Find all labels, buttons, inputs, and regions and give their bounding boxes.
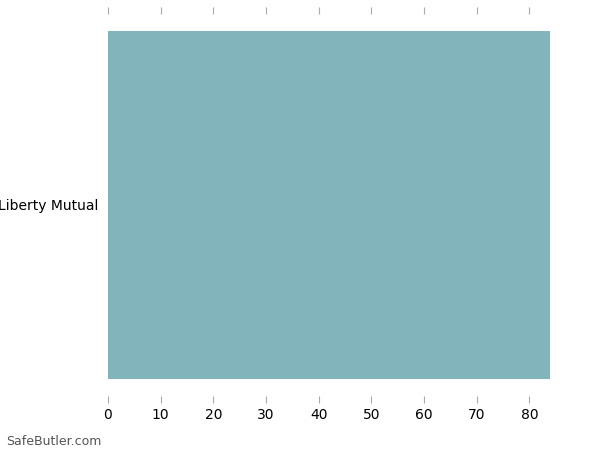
Text: SafeButler.com: SafeButler.com: [6, 435, 101, 448]
